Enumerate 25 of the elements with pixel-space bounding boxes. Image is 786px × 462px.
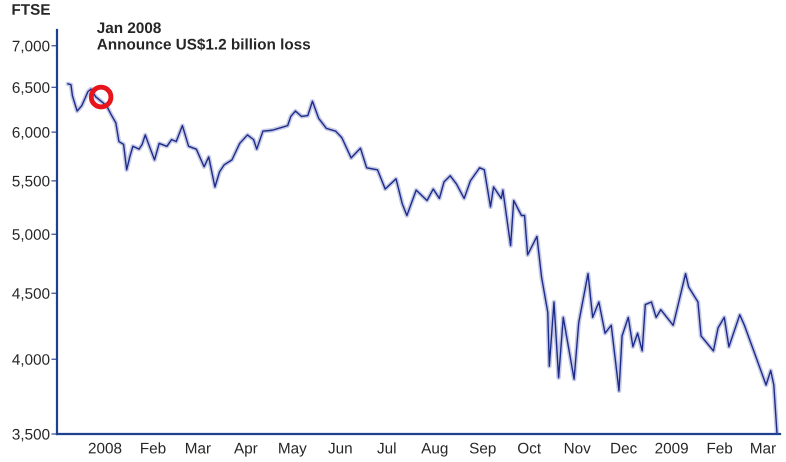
x-tick-label: Mar bbox=[751, 442, 776, 454]
y-tick-label: 4,500 bbox=[12, 288, 50, 301]
x-tick-label: Aug bbox=[421, 442, 448, 457]
y-tick-label: 4,000 bbox=[12, 354, 50, 367]
y-tick-label: 5,000 bbox=[12, 229, 50, 242]
x-tick-label: Feb bbox=[141, 442, 166, 454]
x-tick-label: Sep bbox=[470, 442, 496, 457]
x-tick-label: May bbox=[279, 442, 307, 457]
y-tick-label: 3,500 bbox=[12, 428, 50, 442]
x-tick-label: Nov bbox=[564, 442, 591, 454]
y-tick-label: 6,500 bbox=[12, 82, 50, 95]
x-tick-label: 2008 bbox=[88, 442, 122, 454]
x-tick-label: Oct bbox=[518, 442, 541, 454]
x-tick-label: Mar bbox=[186, 442, 211, 454]
x-tick-label: Feb bbox=[708, 442, 732, 454]
annotation: Jan 2008 Announce US$1.2 billion loss bbox=[96, 22, 310, 51]
y-tick-label: 5,500 bbox=[12, 176, 50, 188]
x-tick-label: Jun bbox=[328, 442, 352, 454]
x-tick-label: Dec bbox=[611, 442, 637, 454]
y-tick-label: 6,000 bbox=[12, 126, 50, 140]
x-tick-label: 2009 bbox=[655, 442, 688, 454]
y-tick-label: 7,000 bbox=[12, 40, 50, 54]
x-tick-label: Jul bbox=[377, 442, 396, 454]
y-axis-title: FTSE bbox=[12, 4, 50, 15]
x-tick-label: Apr bbox=[234, 442, 258, 457]
